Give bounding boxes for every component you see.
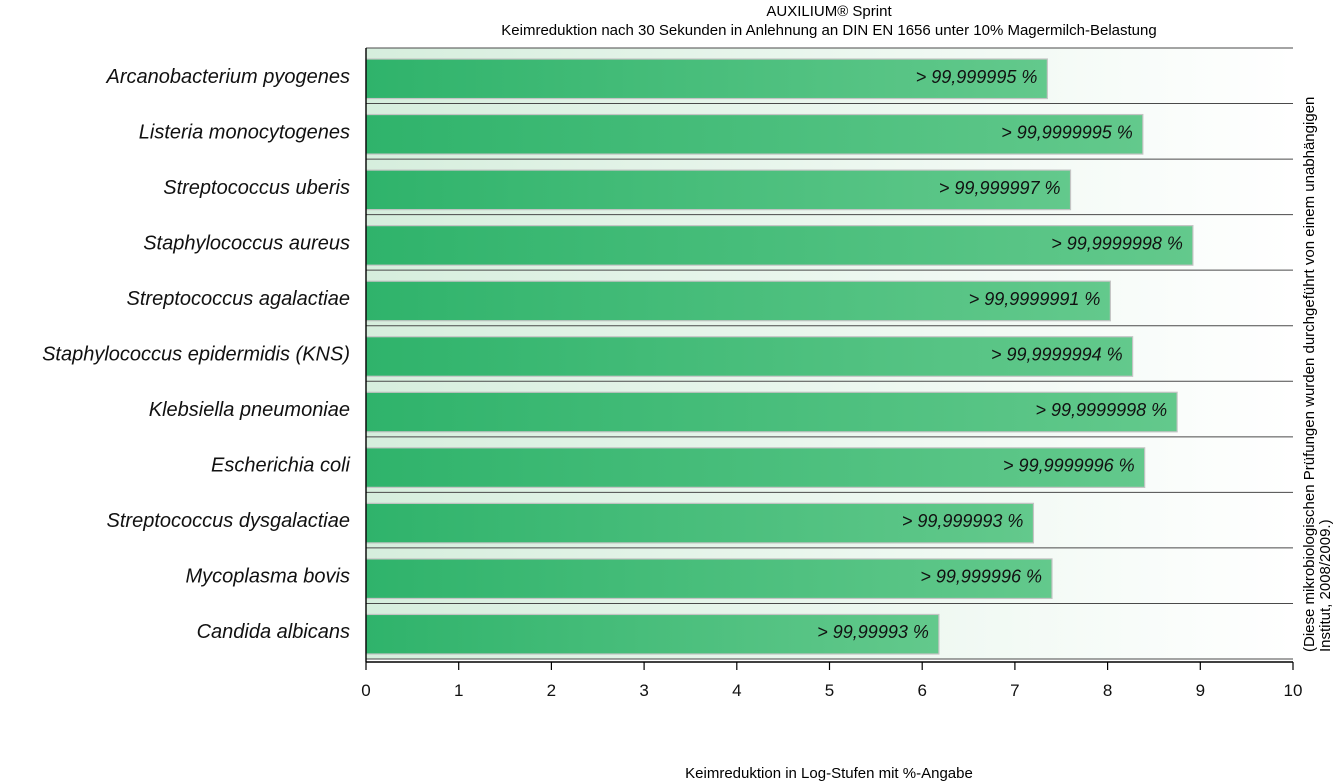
chart-title: AUXILIUM® Sprint [766, 3, 892, 20]
x-tick-label: 5 [825, 681, 834, 700]
bar [365, 391, 1178, 433]
bar [365, 447, 1146, 488]
bar [365, 113, 1144, 155]
x-tick-label: 10 [1284, 681, 1303, 700]
category-label: Staphylococcus epidermidis (KNS) [42, 344, 350, 366]
chart-subtitle: Keimreduktion nach 30 Sekunden in Anlehn… [501, 22, 1156, 39]
bar-value-label: > 99,9999998 % [1051, 233, 1183, 253]
category-label: Klebsiella pneumoniae [149, 399, 350, 421]
bar-value-label: > 99,999996 % [920, 567, 1042, 587]
category-label: Arcanobacterium pyogenes [106, 66, 350, 88]
x-tick-label: 6 [917, 681, 926, 700]
category-label: Candida albicans [197, 621, 350, 643]
bar [365, 280, 1111, 322]
side-note: (Diese mikrobiologischen Prüfungen wurde… [1301, 97, 1334, 652]
bar-value-label: > 99,9999996 % [1003, 456, 1135, 476]
x-tick-label: 8 [1103, 681, 1112, 700]
category-label: Listeria monocytogenes [139, 121, 350, 143]
category-label: Staphylococcus aureus [143, 232, 350, 254]
bar-value-label: > 99,999995 % [916, 67, 1038, 87]
category-label: Streptococcus dysgalactiae [107, 510, 350, 532]
bar [365, 169, 1072, 211]
x-tick-label: 9 [1196, 681, 1205, 700]
bar-value-label: > 99,9999994 % [991, 345, 1123, 365]
bar-labels-group: > 99,999995 % > 99,9999995 % > 99,999997 %… [817, 67, 1183, 642]
bar-value-label: > 99,9999995 % [1001, 122, 1133, 142]
bars-group [365, 58, 1194, 655]
x-tick-label: 2 [547, 681, 556, 700]
bar [365, 225, 1194, 266]
x-axis-label: Keimreduktion in Log-Stufen mit %-Angabe [685, 765, 973, 782]
bar [365, 613, 940, 655]
category-labels-group: Arcanobacterium pyogenes Listeria monocyt… [42, 66, 350, 643]
category-label: Escherichia coli [211, 455, 351, 477]
bar [365, 502, 1035, 544]
x-tick-label: 3 [639, 681, 648, 700]
x-ticks-group: 0 1 2 3 4 5 6 7 8 9 10 [361, 662, 1302, 700]
bar [365, 558, 1053, 600]
category-label: Mycoplasma bovis [185, 566, 350, 588]
category-label: Streptococcus agalactiae [127, 288, 350, 310]
category-label: Streptococcus uberis [163, 177, 350, 199]
bar-value-label: > 99,999997 % [939, 178, 1061, 198]
bar-value-label: > 99,999993 % [902, 511, 1024, 531]
bar-value-label: > 99,9999998 % [1036, 400, 1168, 420]
x-tick-label: 7 [1010, 681, 1019, 700]
bar-value-label: > 99,99993 % [817, 622, 929, 642]
bar [365, 336, 1134, 377]
x-tick-label: 1 [454, 681, 463, 700]
row-separators [366, 47, 1293, 660]
x-tick-label: 0 [361, 681, 370, 700]
bar-value-label: > 99,9999991 % [969, 289, 1101, 309]
x-tick-label: 4 [732, 681, 741, 700]
